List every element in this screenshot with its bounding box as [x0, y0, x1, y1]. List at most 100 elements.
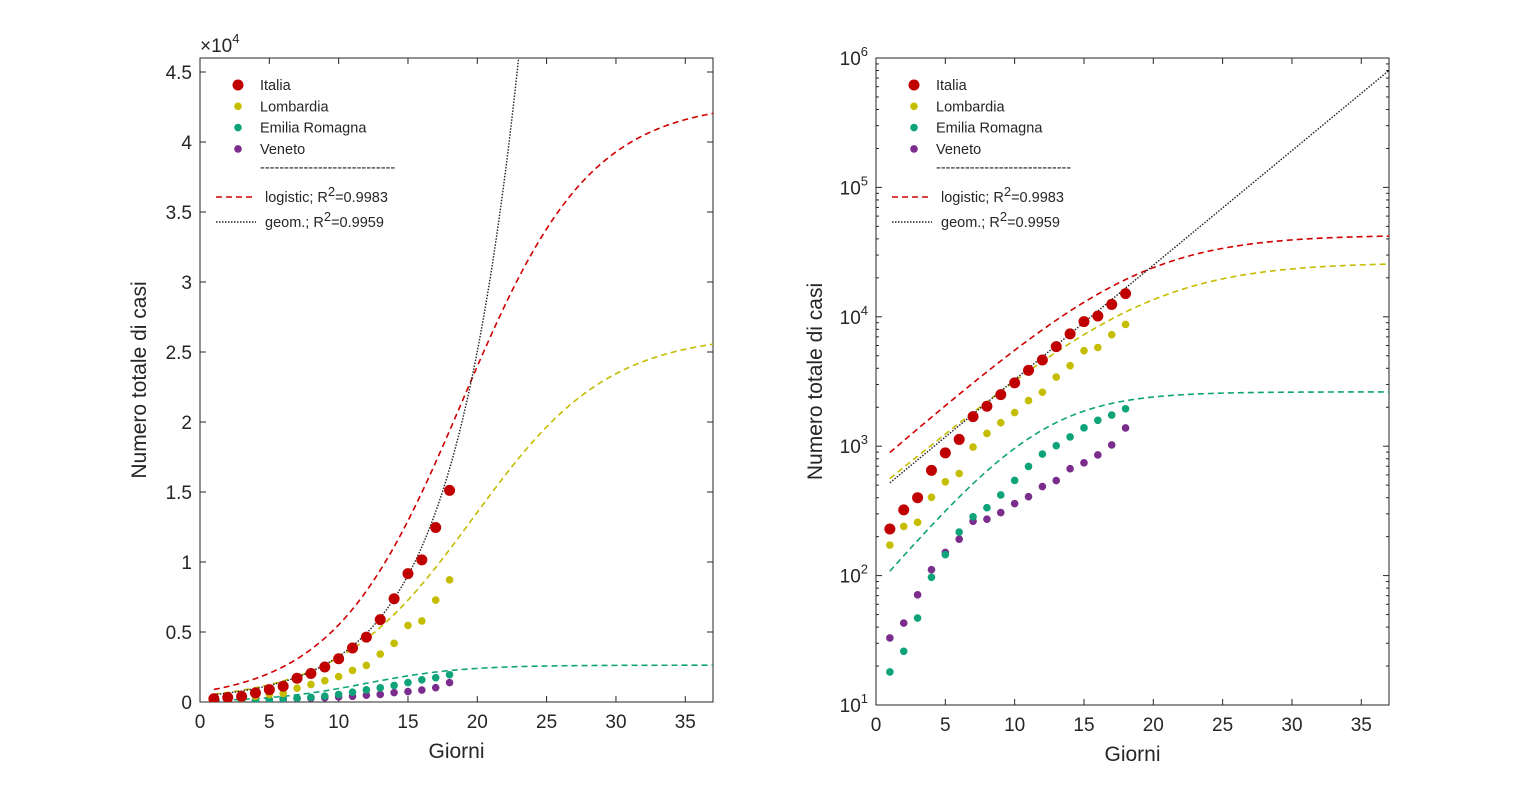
- y-tick-base: 10: [840, 437, 861, 458]
- data-point: [1038, 450, 1047, 458]
- data-point: [416, 554, 428, 566]
- data-point: [1094, 416, 1102, 425]
- x-tick-label: 35: [1351, 715, 1372, 736]
- data-point: [1107, 330, 1116, 339]
- y-tick-base: 10: [840, 567, 861, 588]
- y-axis-title: Numero totale di casi: [804, 283, 827, 480]
- data-point: [445, 576, 454, 584]
- legend-marker: [910, 145, 918, 153]
- data-point: [1024, 396, 1033, 405]
- data-point: [334, 690, 343, 699]
- x-tick-label: 25: [1212, 715, 1233, 736]
- legend-marker: [234, 145, 242, 153]
- data-point: [320, 676, 329, 685]
- logistic-fit-line: [213, 112, 713, 691]
- legend-marker: [234, 102, 242, 111]
- legend-marker: [908, 79, 920, 91]
- data-point: [899, 522, 908, 531]
- data-point: [404, 687, 412, 696]
- x-tick-label: 0: [871, 715, 882, 736]
- y-tick-base: 10: [840, 178, 861, 199]
- data-point: [362, 691, 371, 699]
- data-point: [884, 523, 896, 535]
- data-point: [1052, 476, 1061, 485]
- data-point: [925, 464, 937, 476]
- data-point: [1121, 320, 1130, 329]
- y-tick-label: 0: [181, 693, 192, 714]
- data-point: [362, 686, 371, 694]
- data-point: [1092, 310, 1104, 322]
- y-tick-label: 105: [840, 173, 868, 199]
- data-point: [899, 619, 908, 627]
- y-exponent-label: ×104: [200, 31, 239, 57]
- legend-item-label: Italia: [260, 78, 292, 94]
- data-point: [955, 535, 963, 544]
- data-point: [886, 541, 894, 549]
- x-tick-label: 20: [467, 712, 488, 733]
- y-tick-label: 2.5: [166, 343, 192, 364]
- plot-frame: [875, 57, 1390, 706]
- legend-marker: [232, 79, 244, 91]
- data-point: [334, 672, 343, 681]
- data-point: [402, 568, 414, 580]
- data-point: [912, 492, 924, 504]
- data-point: [898, 504, 910, 516]
- data-point: [404, 678, 412, 687]
- data-point: [886, 634, 894, 642]
- y-tick-label: 0.5: [166, 623, 192, 644]
- x-tick-label: 0: [195, 712, 206, 733]
- x-tick-label: 20: [1143, 715, 1164, 736]
- data-point: [1080, 459, 1088, 467]
- data-point: [390, 681, 398, 690]
- legend-item-label: Italia: [936, 78, 968, 94]
- y-tick-base: 10: [840, 696, 861, 717]
- data-point: [376, 684, 385, 692]
- data-point: [319, 661, 331, 673]
- logistic-fit-line: [889, 235, 1389, 454]
- x-tick-label: 25: [536, 712, 557, 733]
- legend-item-label: Veneto: [936, 142, 981, 158]
- legend-fit-sup: 2: [1004, 184, 1011, 199]
- legend-fit-name: geom.; R: [265, 215, 324, 231]
- logistic-fit-line: [213, 664, 713, 702]
- data-point: [983, 515, 991, 523]
- data-point: [388, 593, 400, 605]
- data-point: [1094, 343, 1102, 352]
- data-point: [913, 518, 922, 527]
- data-point: [348, 666, 357, 675]
- data-point: [305, 667, 317, 679]
- data-point: [995, 389, 1007, 401]
- y-tick-label: 1.5: [166, 483, 192, 504]
- logistic-fit-line: [889, 263, 1389, 480]
- x-tick-label: 5: [264, 712, 275, 733]
- plot-area: [884, 69, 1389, 676]
- data-point: [1010, 476, 1019, 485]
- x-tick-label: 10: [1004, 715, 1025, 736]
- x-tick-label: 15: [1073, 715, 1094, 736]
- data-point: [1120, 288, 1132, 300]
- data-point: [1107, 441, 1116, 449]
- data-point: [1121, 424, 1130, 432]
- data-point: [1009, 377, 1021, 389]
- legend-item-label: Veneto: [260, 142, 305, 158]
- y-tick-label: 2: [181, 413, 192, 434]
- y-tick-label: 4: [181, 133, 192, 154]
- data-point: [1107, 411, 1116, 419]
- data-point: [1024, 492, 1033, 501]
- data-point: [293, 694, 301, 702]
- legend-fit-name: logistic; R: [265, 190, 328, 206]
- legend-fit-label: geom.; R2=0.9959: [941, 209, 1060, 231]
- legend-fit-name: logistic; R: [941, 190, 1004, 206]
- data-point: [1052, 373, 1061, 381]
- plot-area: [208, 58, 713, 702]
- chart-panel-linear: 0 5 10 15 20 25 30 3500.511.522.533.544.5×104Gi…: [128, 31, 714, 763]
- y-exponent-base: ×10: [200, 36, 232, 57]
- data-point: [953, 433, 965, 445]
- y-tick-exponent: 4: [861, 303, 868, 318]
- data-point: [996, 508, 1005, 517]
- data-point: [445, 670, 454, 679]
- x-tick-label: 15: [397, 712, 418, 733]
- plot-frame: [199, 57, 714, 703]
- data-point: [913, 614, 922, 622]
- legend-separator: ----------------------------: [260, 160, 395, 176]
